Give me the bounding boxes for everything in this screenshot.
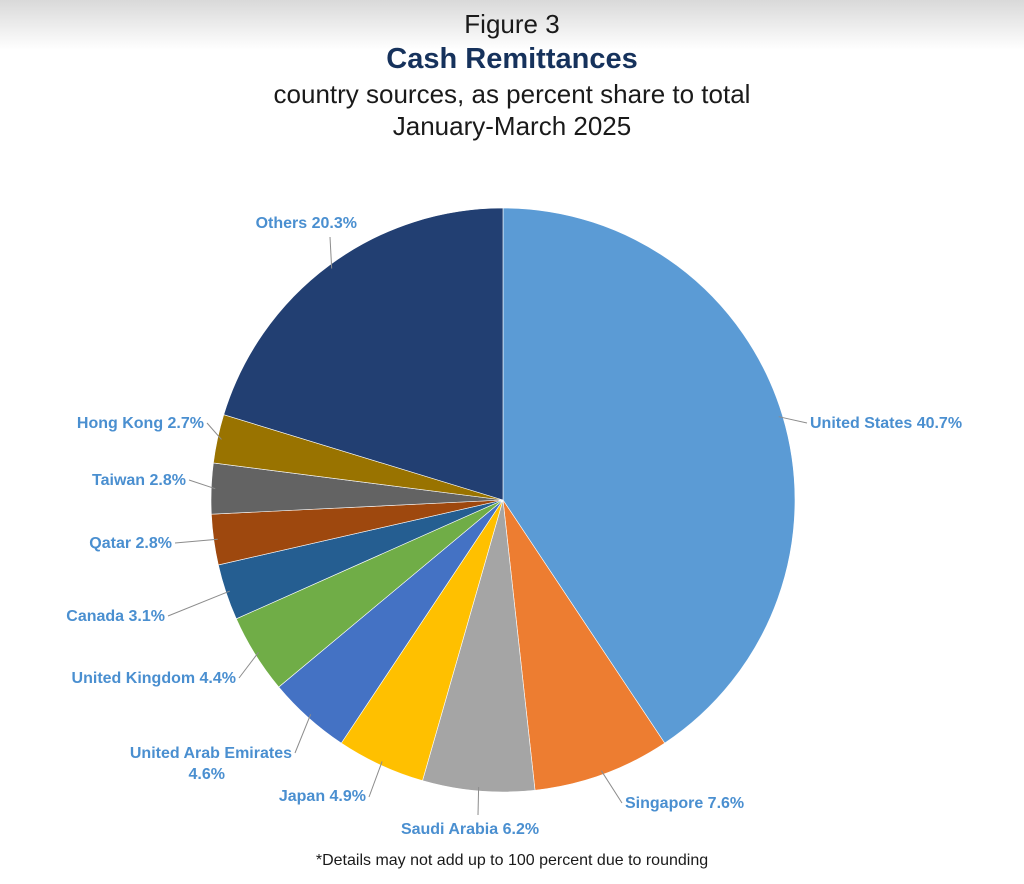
leader-line-japan bbox=[368, 761, 383, 798]
slice-others bbox=[223, 207, 504, 501]
chart-subtitle: country sources, as percent share to tot… bbox=[273, 79, 751, 109]
slice-singapore bbox=[502, 499, 666, 791]
pie-slices bbox=[210, 207, 796, 793]
leader-line-saudi-arabia bbox=[477, 786, 480, 816]
leader-line-others bbox=[329, 236, 333, 269]
top-shade bbox=[0, 0, 1024, 50]
leader-line-singapore bbox=[600, 770, 623, 804]
leader-line-hong-kong bbox=[206, 422, 222, 440]
label-united-arab-emirates-line1: United Arab Emirates bbox=[130, 745, 292, 762]
label-united-arab-emirates-line2: 4.6% bbox=[189, 766, 225, 783]
leader-line-canada bbox=[167, 590, 230, 617]
leader-line-taiwan bbox=[188, 479, 216, 490]
leader-line-qatar bbox=[174, 538, 218, 544]
label-united-kingdom: United Kingdom 4.4% bbox=[72, 670, 236, 687]
leader-line-united-states bbox=[778, 416, 808, 424]
leader-line-united-kingdom bbox=[238, 651, 259, 679]
label-singapore: Singapore 7.6% bbox=[625, 795, 744, 812]
label-saudi-arabia: Saudi Arabia 6.2% bbox=[401, 821, 539, 838]
label-taiwan: Taiwan 2.8% bbox=[92, 472, 186, 489]
label-canada: Canada 3.1% bbox=[66, 608, 165, 625]
chart-header: Figure 3 Cash Remittances country source… bbox=[0, 8, 1024, 142]
pie-labels: United States 40.7% Singapore 7.6% Saudi A… bbox=[66, 215, 962, 838]
label-qatar: Qatar 2.8% bbox=[89, 535, 172, 552]
chart-period: January-March 2025 bbox=[392, 111, 632, 141]
leader-line-united-arab-emirates bbox=[294, 714, 312, 754]
label-hong-kong: Hong Kong 2.7% bbox=[77, 415, 204, 432]
footnote: *Details may not add up to 100 percent d… bbox=[315, 852, 709, 869]
label-united-states: United States 40.7% bbox=[810, 415, 962, 432]
chart-title: Cash Remittances bbox=[386, 43, 638, 75]
figure-label: Figure 3 bbox=[464, 9, 560, 39]
label-others: Others 20.3% bbox=[256, 215, 357, 232]
label-japan: Japan 4.9% bbox=[279, 788, 366, 805]
